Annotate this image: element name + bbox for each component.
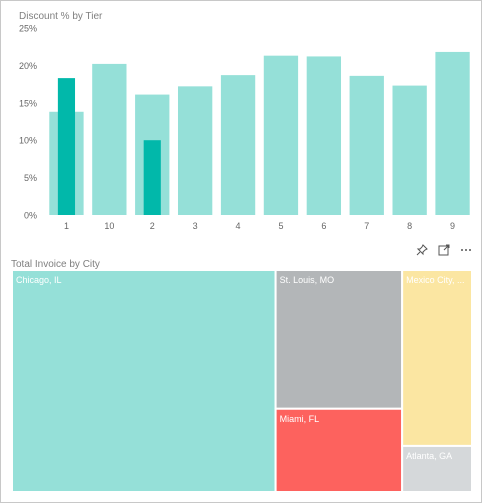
treemap-cell-label: Mexico City, ... <box>406 275 464 285</box>
bar-tier-7[interactable] <box>349 75 384 215</box>
x-tick-label: 6 <box>321 221 326 231</box>
y-tick-label: 20% <box>19 61 37 71</box>
highlight-bar-tier-2[interactable] <box>143 140 161 215</box>
bar-tier-3[interactable] <box>177 86 213 216</box>
treemap-cell[interactable] <box>274 269 404 410</box>
treemap-cell[interactable] <box>11 269 277 493</box>
y-tick-label: 10% <box>19 136 37 146</box>
pin-icon[interactable] <box>415 243 429 257</box>
x-tick-label: 9 <box>450 221 455 231</box>
visual-toolbar <box>415 243 473 257</box>
treemap-cell-label: Chicago, IL <box>16 275 62 285</box>
treemap-cell[interactable] <box>401 444 474 493</box>
focus-mode-icon[interactable] <box>437 243 451 257</box>
treemap-cell-label: Atlanta, GA <box>406 451 452 461</box>
bar-tier-8[interactable] <box>392 85 427 215</box>
invoice-by-city-visual[interactable]: Total Invoice by City Chicago, IL St. Lou… <box>1 239 481 502</box>
y-tick-label: 5% <box>24 173 37 183</box>
x-tick-label: 10 <box>104 221 114 231</box>
x-tick-label: 5 <box>278 221 283 231</box>
x-tick-label: 3 <box>193 221 198 231</box>
treemap-cell-label: St. Louis, MO <box>280 275 335 285</box>
bar-tier-10[interactable] <box>92 63 127 216</box>
treemap-cell[interactable] <box>401 269 474 447</box>
treemap-chart: Chicago, IL St. Louis, MO Miami, FL Mexico … <box>11 269 474 493</box>
bar-tier-5[interactable] <box>263 55 299 216</box>
x-tick-label: 1 <box>64 221 69 231</box>
y-tick-label: 25% <box>19 24 37 34</box>
x-tick-label: 2 <box>150 221 155 231</box>
x-tick-label: 8 <box>407 221 412 231</box>
x-tick-label: 7 <box>364 221 369 231</box>
treemap-cell-label: Miami, FL <box>280 414 320 424</box>
highlight-bar-tier-1[interactable] <box>57 78 76 215</box>
more-options-icon[interactable] <box>459 243 473 257</box>
y-tick-label: 0% <box>24 211 37 221</box>
chart-title: Total Invoice by City <box>11 259 100 270</box>
bar-tier-4[interactable] <box>220 75 256 216</box>
bar-tier-6[interactable] <box>306 56 342 216</box>
x-tick-label: 4 <box>236 221 241 231</box>
chart-title: Discount % by Tier <box>19 11 103 22</box>
discount-by-tier-visual[interactable]: Discount % by Tier 0% 5% 10% 15% 20% 25% 1 10 2 3… <box>1 1 481 239</box>
y-tick-label: 15% <box>19 98 37 108</box>
bar-tier-9[interactable] <box>435 51 470 215</box>
bar-chart: 0% 5% 10% 15% 20% 25% 1 10 2 3 4 5 6 7 8 9 <box>19 24 470 231</box>
